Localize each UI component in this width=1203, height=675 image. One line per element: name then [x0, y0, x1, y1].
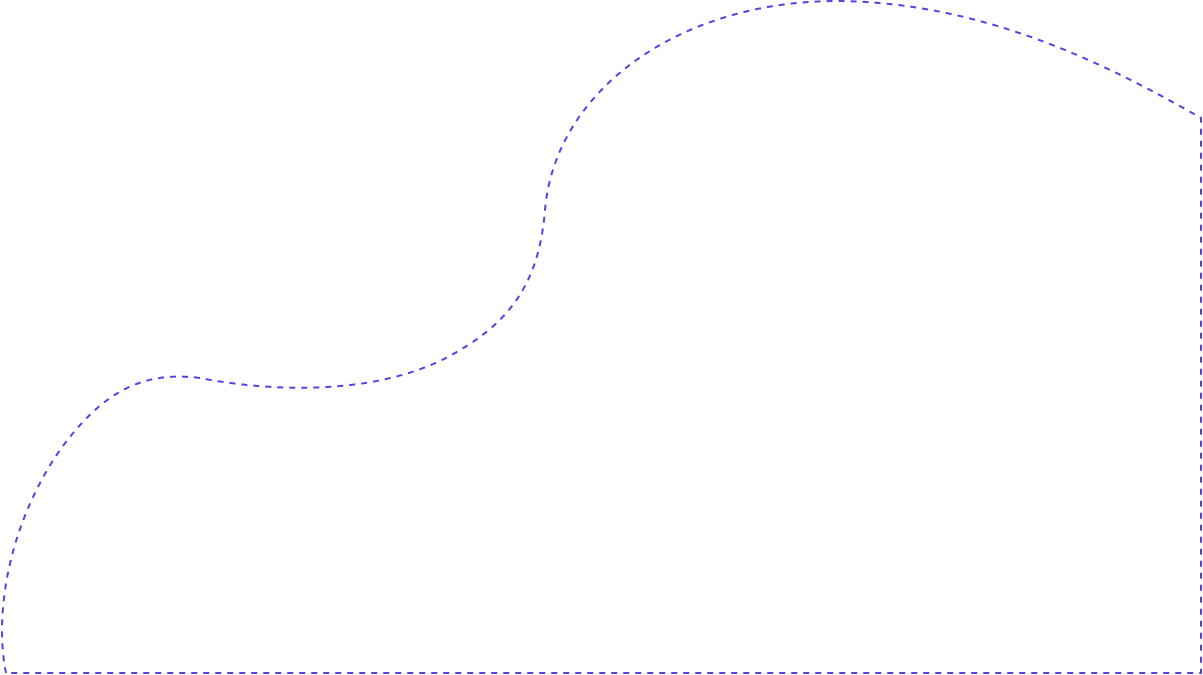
dashed-outline-canvas [1, 0, 1202, 674]
dashed-blob-outline [1, 0, 1202, 674]
